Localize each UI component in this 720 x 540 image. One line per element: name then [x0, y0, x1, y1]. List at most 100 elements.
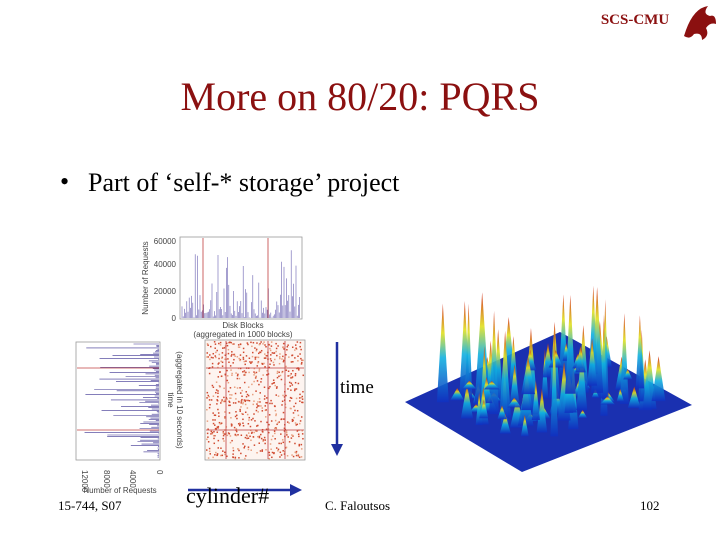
- decoration: [231, 351, 233, 353]
- decoration: [259, 342, 261, 345]
- decoration: [215, 391, 217, 394]
- decoration: [277, 448, 280, 451]
- decoration: [257, 361, 259, 364]
- decoration: [294, 344, 297, 346]
- decoration: [294, 402, 297, 405]
- decoration: [208, 450, 211, 453]
- decoration: [285, 430, 288, 432]
- decoration: [237, 344, 240, 346]
- decoration: [213, 414, 216, 416]
- decoration: [222, 431, 225, 433]
- decoration: [240, 434, 243, 437]
- decoration: [246, 407, 249, 409]
- decoration: [269, 385, 271, 388]
- decoration: [244, 411, 247, 414]
- decoration: [302, 374, 305, 377]
- decoration: [216, 349, 218, 352]
- decoration: [291, 377, 293, 379]
- decoration: [239, 387, 241, 389]
- decoration: [285, 369, 288, 371]
- decoration: [221, 352, 224, 354]
- decoration: [280, 454, 283, 456]
- decoration: [252, 341, 255, 344]
- decoration: [260, 349, 263, 352]
- decoration: [281, 371, 283, 374]
- decoration: [209, 354, 211, 356]
- decoration: [246, 413, 249, 416]
- decoration: [217, 427, 219, 429]
- decoration: [237, 373, 239, 376]
- decoration: [249, 361, 251, 363]
- decoration: [259, 392, 261, 394]
- decoration: [237, 346, 240, 348]
- decoration: [278, 421, 280, 423]
- decoration: [297, 360, 299, 362]
- decoration: [266, 355, 268, 357]
- decoration: [257, 361, 260, 363]
- decoration: [293, 389, 296, 392]
- decoration: [253, 431, 255, 434]
- decoration: [235, 430, 238, 433]
- decoration: [479, 399, 489, 419]
- decoration: [269, 363, 271, 365]
- decoration: [225, 342, 228, 345]
- decoration: [224, 345, 227, 347]
- decoration: [210, 430, 213, 433]
- decoration: [218, 421, 221, 424]
- decoration: [226, 455, 228, 458]
- x-tick-label: 8000: [102, 470, 111, 488]
- decoration: [243, 360, 246, 363]
- decoration: [265, 428, 268, 431]
- decoration: [299, 400, 301, 402]
- decoration: [277, 421, 279, 424]
- decoration: [211, 362, 214, 365]
- decoration: [275, 394, 277, 396]
- decoration: [243, 399, 246, 401]
- decoration: [300, 363, 303, 365]
- decoration: [464, 303, 473, 399]
- decoration: [274, 432, 276, 435]
- decoration: [299, 353, 301, 355]
- decoration: [264, 442, 266, 445]
- decoration: [220, 422, 223, 424]
- decoration: [242, 401, 244, 404]
- decoration: [231, 343, 234, 345]
- decoration: [206, 432, 209, 435]
- decoration: [243, 370, 246, 372]
- decoration: [214, 419, 216, 421]
- decoration: [292, 369, 294, 372]
- decoration: [247, 446, 250, 448]
- decoration: [255, 375, 257, 378]
- decoration: [207, 436, 209, 438]
- decoration: [270, 345, 273, 347]
- decoration: [299, 341, 302, 344]
- decoration: [291, 346, 294, 349]
- decoration: [212, 412, 214, 414]
- decoration: [279, 451, 282, 454]
- decoration: [211, 384, 214, 387]
- decoration: [234, 433, 237, 436]
- decoration: [294, 372, 297, 375]
- decoration: [215, 356, 217, 359]
- decoration: [278, 371, 280, 374]
- decoration: [231, 424, 234, 426]
- decoration: [208, 372, 211, 375]
- decoration: [301, 359, 303, 361]
- decoration: [242, 371, 244, 373]
- decoration: [301, 395, 304, 398]
- decoration: [268, 451, 271, 454]
- decoration: [217, 412, 220, 414]
- decoration: [242, 443, 244, 445]
- decoration: [231, 372, 233, 375]
- decoration: [224, 417, 226, 419]
- decoration: [207, 356, 209, 358]
- decoration: [239, 354, 242, 356]
- decoration: [267, 373, 270, 375]
- decoration: [254, 358, 257, 360]
- decoration: [262, 439, 265, 441]
- decoration: [244, 372, 246, 374]
- decoration: [248, 416, 251, 419]
- decoration: [251, 393, 254, 396]
- decoration: [295, 424, 297, 426]
- decoration: [302, 438, 304, 440]
